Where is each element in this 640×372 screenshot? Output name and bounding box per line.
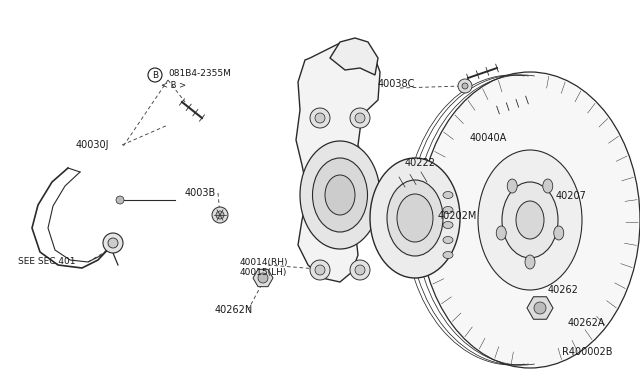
Text: 4003B: 4003B [185,188,216,198]
Circle shape [462,83,468,89]
Text: 40202M: 40202M [438,211,477,221]
Circle shape [355,265,365,275]
Text: 40040A: 40040A [470,133,508,143]
Ellipse shape [496,226,506,240]
Ellipse shape [443,206,453,214]
Ellipse shape [478,150,582,290]
Text: 081B4-2355M: 081B4-2355M [168,70,231,78]
Ellipse shape [312,158,367,232]
Text: 40262N: 40262N [215,305,253,315]
Circle shape [212,207,228,223]
Circle shape [534,302,546,314]
Text: 40030J: 40030J [76,140,109,150]
Text: 40262A: 40262A [568,318,605,328]
Ellipse shape [554,226,564,240]
Ellipse shape [502,182,558,258]
Circle shape [258,273,268,283]
Ellipse shape [443,251,453,259]
Ellipse shape [443,237,453,244]
Circle shape [216,211,224,219]
Ellipse shape [325,175,355,215]
Ellipse shape [300,141,380,249]
Text: < B >: < B > [161,81,186,90]
Ellipse shape [516,201,544,239]
Circle shape [103,233,123,253]
Text: 40015(LH): 40015(LH) [240,269,287,278]
Circle shape [116,196,124,204]
Circle shape [350,108,370,128]
Circle shape [350,260,370,280]
Ellipse shape [387,180,443,256]
Text: 40262: 40262 [548,285,579,295]
Text: 40207: 40207 [556,191,587,201]
Text: B: B [152,71,158,80]
Ellipse shape [508,179,517,193]
Polygon shape [296,42,380,282]
Polygon shape [527,297,553,319]
Polygon shape [253,269,273,287]
Ellipse shape [443,221,453,228]
Text: 40014(RH): 40014(RH) [240,257,289,266]
Polygon shape [330,38,378,75]
Circle shape [315,113,325,123]
Ellipse shape [370,158,460,278]
Text: R400002B: R400002B [562,347,612,357]
Circle shape [355,113,365,123]
Circle shape [108,238,118,248]
Circle shape [310,108,330,128]
Ellipse shape [525,255,535,269]
Ellipse shape [543,179,553,193]
Ellipse shape [420,72,640,368]
Text: SEE SEC.401: SEE SEC.401 [18,257,76,266]
Text: 40038C: 40038C [378,79,415,89]
Ellipse shape [397,194,433,242]
Circle shape [458,79,472,93]
Circle shape [310,260,330,280]
Circle shape [315,265,325,275]
Text: 40222: 40222 [405,158,436,168]
Ellipse shape [443,192,453,199]
